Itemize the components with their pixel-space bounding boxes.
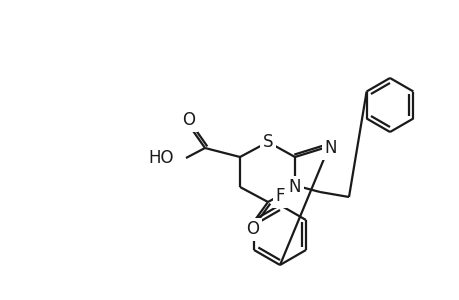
- Text: F: F: [274, 187, 284, 205]
- Text: O: O: [182, 111, 195, 129]
- Text: O: O: [246, 220, 259, 238]
- Text: HO: HO: [148, 149, 174, 167]
- Text: N: N: [288, 178, 301, 196]
- Text: S: S: [262, 133, 273, 151]
- Text: N: N: [324, 139, 336, 157]
